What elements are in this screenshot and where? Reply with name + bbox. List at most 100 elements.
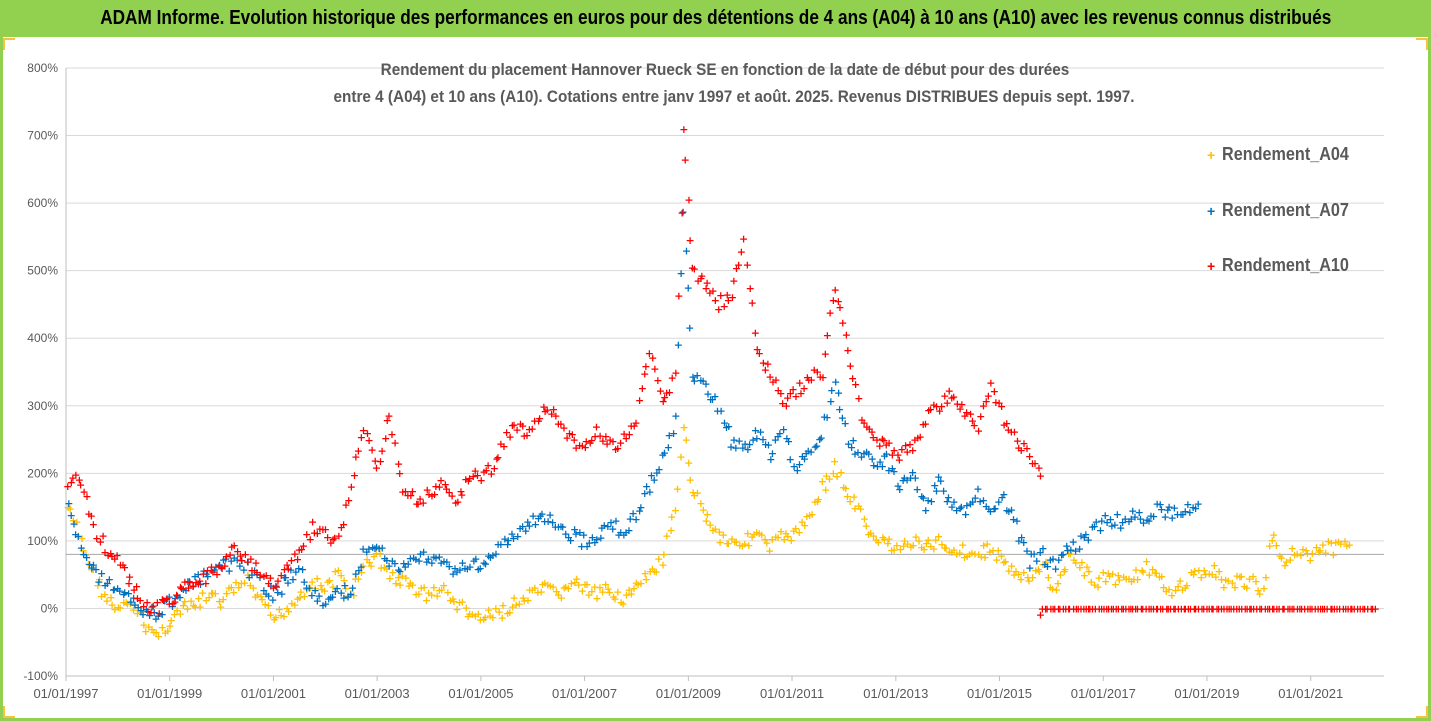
data-point: + — [1336, 538, 1345, 551]
data-point: + — [126, 597, 135, 610]
data-point: + — [1052, 583, 1061, 596]
data-point: + — [388, 566, 397, 579]
data-point: + — [171, 592, 180, 605]
data-point: + — [872, 533, 881, 546]
data-point: + — [82, 551, 91, 564]
data-point: + — [642, 480, 651, 493]
data-point: + — [98, 530, 107, 543]
data-point: + — [757, 529, 766, 542]
data-point: + — [113, 582, 122, 595]
data-point: + — [296, 585, 305, 598]
data-point: + — [1129, 573, 1138, 586]
data-point: + — [347, 480, 356, 493]
data-point: + — [63, 480, 72, 493]
data-point: + — [561, 527, 570, 540]
data-point: + — [479, 613, 488, 626]
data-point: + — [1053, 577, 1062, 590]
data-point: + — [1289, 602, 1298, 615]
data-point: + — [302, 583, 311, 596]
data-point: + — [1303, 602, 1312, 615]
data-point: + — [1303, 547, 1312, 560]
data-point: + — [652, 565, 661, 578]
data-point: + — [984, 390, 993, 403]
data-point: + — [462, 602, 471, 615]
data-point: + — [522, 429, 531, 442]
data-point: + — [496, 437, 505, 450]
data-point: + — [151, 626, 160, 639]
data-point: + — [899, 474, 908, 487]
data-point: + — [796, 387, 805, 400]
data-point: + — [1155, 571, 1164, 584]
data-point: + — [1004, 564, 1013, 577]
data-point: + — [1127, 512, 1136, 525]
data-point: + — [512, 423, 521, 436]
data-point: + — [203, 564, 212, 577]
series-Rendement_A10: ++++++++++++++++++++++++++++++++++++++++… — [63, 123, 1380, 621]
data-point: + — [577, 540, 586, 553]
data-point: + — [250, 564, 259, 577]
data-point: + — [697, 269, 706, 282]
data-point: + — [1202, 602, 1211, 615]
data-point: + — [529, 509, 538, 522]
data-point: + — [261, 598, 270, 611]
data-point: + — [554, 418, 563, 431]
data-point: + — [403, 489, 412, 502]
data-point: + — [559, 421, 568, 434]
data-point: + — [1138, 565, 1147, 578]
data-point: + — [791, 390, 800, 403]
data-point: + — [800, 453, 809, 466]
data-point: + — [341, 582, 350, 595]
data-point: + — [711, 523, 720, 536]
data-point: + — [1324, 535, 1333, 548]
data-point: + — [521, 524, 530, 537]
data-point: + — [1063, 544, 1072, 557]
data-point: + — [356, 560, 365, 573]
data-point: + — [1329, 548, 1338, 561]
data-point: + — [908, 466, 917, 479]
report-title: ADAM Informe. Evolution historique des p… — [99, 7, 1332, 29]
data-point: + — [1046, 602, 1055, 615]
data-point: + — [812, 440, 821, 453]
data-point: + — [196, 578, 205, 591]
data-point: + — [1056, 568, 1065, 581]
legend-label: Rendement_A07 — [1222, 200, 1349, 220]
data-point: + — [1082, 602, 1091, 615]
data-point: + — [962, 406, 971, 419]
data-point: + — [1269, 602, 1278, 615]
data-point: + — [210, 563, 219, 576]
data-point: + — [864, 528, 873, 541]
data-point: + — [412, 588, 421, 601]
data-point: + — [1084, 565, 1093, 578]
x-tick-label: 01/01/1997 — [33, 686, 98, 701]
data-point: + — [1152, 567, 1161, 580]
data-point: + — [1066, 548, 1075, 561]
data-point: + — [1306, 602, 1315, 615]
data-point: + — [351, 572, 360, 585]
data-point: + — [909, 539, 918, 552]
data-point: + — [1197, 571, 1206, 584]
data-point: + — [1002, 417, 1011, 430]
data-point: + — [635, 394, 644, 407]
data-point: + — [505, 606, 514, 619]
data-point: + — [1255, 587, 1264, 600]
data-point: + — [1292, 547, 1301, 560]
data-point: + — [872, 433, 881, 446]
data-point: + — [1124, 602, 1133, 615]
data-point: + — [384, 410, 393, 423]
data-point: + — [874, 536, 883, 549]
data-point: + — [144, 620, 153, 633]
data-point: + — [798, 450, 807, 463]
data-point: + — [233, 554, 242, 567]
data-point: + — [180, 595, 189, 608]
data-point: + — [277, 609, 286, 622]
data-point: + — [774, 531, 783, 544]
data-point: + — [1124, 572, 1133, 585]
data-point: + — [1000, 419, 1009, 432]
data-point: + — [976, 495, 985, 508]
data-point: + — [1163, 503, 1172, 516]
data-point: + — [693, 369, 702, 382]
data-point: + — [176, 608, 185, 621]
data-point: + — [212, 568, 221, 581]
data-point: + — [1059, 548, 1068, 561]
data-point: + — [1014, 534, 1023, 547]
